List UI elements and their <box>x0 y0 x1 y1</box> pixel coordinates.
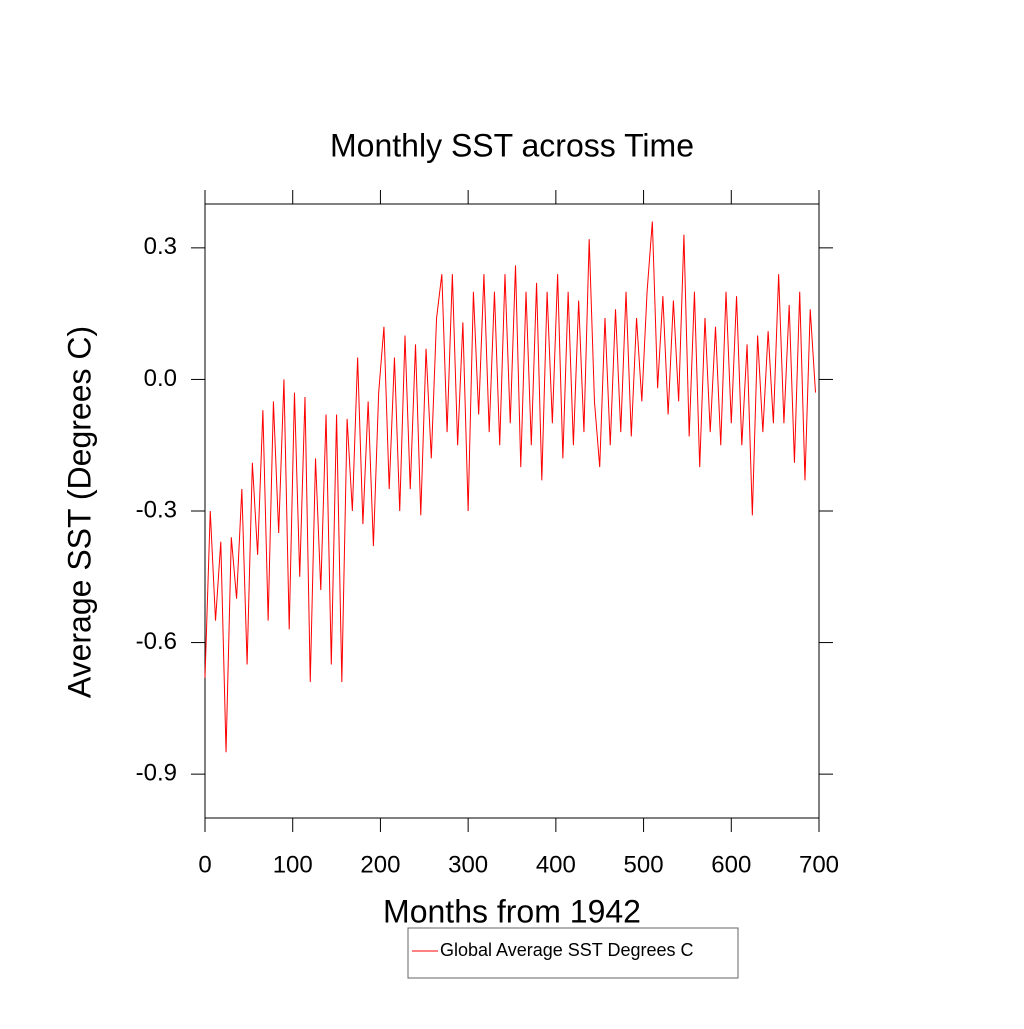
y-tick-label: -0.3 <box>136 496 177 523</box>
x-tick-label: 200 <box>360 851 400 878</box>
x-tick-label: 300 <box>448 851 488 878</box>
y-tick-label: -0.9 <box>136 759 177 786</box>
x-tick-label: 600 <box>711 851 751 878</box>
y-tick-label: -0.6 <box>136 628 177 655</box>
x-tick-label: 700 <box>799 851 839 878</box>
chart-title: Monthly SST across Time <box>330 127 694 163</box>
plot-frame <box>204 203 820 819</box>
legend-box <box>407 927 739 979</box>
x-tick-label: 100 <box>273 851 313 878</box>
x-tick-label: 500 <box>624 851 664 878</box>
x-axis-label: Months from 1942 <box>383 893 641 929</box>
y-tick-label: 0.3 <box>144 233 177 260</box>
data-line <box>204 221 816 753</box>
x-tick-label: 0 <box>198 851 211 878</box>
x-tick-label: 400 <box>536 851 576 878</box>
legend-label: Global Average SST Degrees C <box>440 940 693 960</box>
y-tick-label: 0.0 <box>144 365 177 392</box>
y-axis-label: Average SST (Degrees C) <box>61 326 97 698</box>
